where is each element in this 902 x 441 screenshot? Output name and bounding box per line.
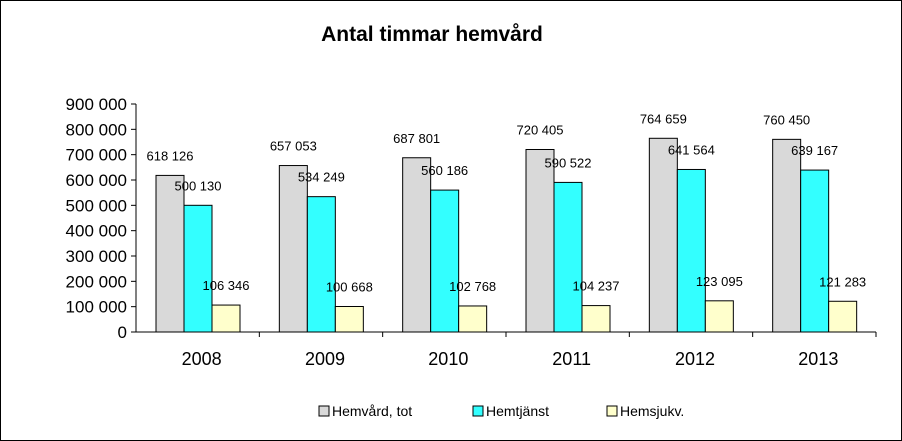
legend-entry: Hemvård, tot xyxy=(332,403,412,419)
data-label: 500 130 xyxy=(175,178,222,193)
y-tick-label: 100 000 xyxy=(66,298,127,317)
bar-1-3 xyxy=(553,181,583,333)
data-label: 104 237 xyxy=(573,279,620,294)
bar-1-4 xyxy=(676,168,706,333)
y-tick-label: 400 000 xyxy=(66,222,127,241)
data-label: 560 186 xyxy=(421,163,468,178)
data-label: 657 053 xyxy=(270,139,317,154)
axes: 0 100 000 200 000 300 000 400 000 500 000 600 … xyxy=(66,95,877,369)
data-label: 590 522 xyxy=(545,155,592,170)
bar-0-0 xyxy=(155,174,185,333)
data-labels: 618 126 500 130 106 346 657 053 534 249 100 6… xyxy=(147,111,867,294)
y-tick-label: 0 xyxy=(118,323,127,342)
legend-swatch xyxy=(606,405,618,417)
data-label: 102 768 xyxy=(449,279,496,294)
bars xyxy=(155,137,858,333)
bar-0-1 xyxy=(278,165,308,333)
bar-0-5 xyxy=(772,138,802,333)
chart-title: Antal timmar hemvård xyxy=(321,23,543,46)
y-tick-label: 700 000 xyxy=(66,146,127,165)
bar-0-3 xyxy=(525,148,555,333)
y-tick-label: 600 000 xyxy=(66,171,127,190)
data-label: 618 126 xyxy=(147,148,194,163)
data-label: 641 564 xyxy=(668,142,715,157)
y-tick-label: 500 000 xyxy=(66,196,127,215)
data-label: 121 283 xyxy=(819,274,866,289)
x-tick-label: 2013 xyxy=(798,349,838,369)
y-tick-label: 200 000 xyxy=(66,272,127,291)
data-label: 106 346 xyxy=(203,278,250,293)
bar-1-1 xyxy=(306,196,336,333)
y-tick-label: 300 000 xyxy=(66,247,127,266)
data-label: 100 668 xyxy=(326,279,373,294)
data-label: 764 659 xyxy=(640,111,687,126)
bar-1-5 xyxy=(800,169,830,333)
bar-0-2 xyxy=(402,157,432,333)
bar-2-2 xyxy=(458,305,488,333)
y-tick-label: 800 000 xyxy=(66,120,127,139)
x-tick-label: 2009 xyxy=(305,349,345,369)
y-tick-label: 900 000 xyxy=(66,95,127,114)
legend-swatch xyxy=(318,405,330,417)
x-tick-label: 2008 xyxy=(182,349,222,369)
bar-2-5 xyxy=(828,300,858,333)
bar-1-0 xyxy=(183,204,213,333)
legend-swatch xyxy=(472,405,484,417)
x-tick-label: 2010 xyxy=(428,349,468,369)
bar-2-0 xyxy=(211,304,241,333)
data-label: 687 801 xyxy=(393,131,440,146)
data-label: 534 249 xyxy=(298,170,345,185)
x-tick-label: 2011 xyxy=(552,349,591,369)
bar-2-4 xyxy=(704,300,734,333)
legend-entry: Hemtjänst xyxy=(486,403,549,419)
x-tick-label: 2012 xyxy=(675,349,715,369)
bar-2-3 xyxy=(581,305,611,333)
data-label: 760 450 xyxy=(763,112,810,127)
legend-entry: Hemsjukv. xyxy=(620,403,684,419)
bar-2-1 xyxy=(334,305,364,333)
legend: Hemvård, tot Hemtjänst Hemsjukv. xyxy=(318,403,684,419)
bar-0-4 xyxy=(648,137,678,333)
bar-1-2 xyxy=(430,189,460,333)
data-label: 123 095 xyxy=(696,274,743,289)
data-label: 720 405 xyxy=(517,122,564,137)
data-label: 639 167 xyxy=(791,143,838,158)
